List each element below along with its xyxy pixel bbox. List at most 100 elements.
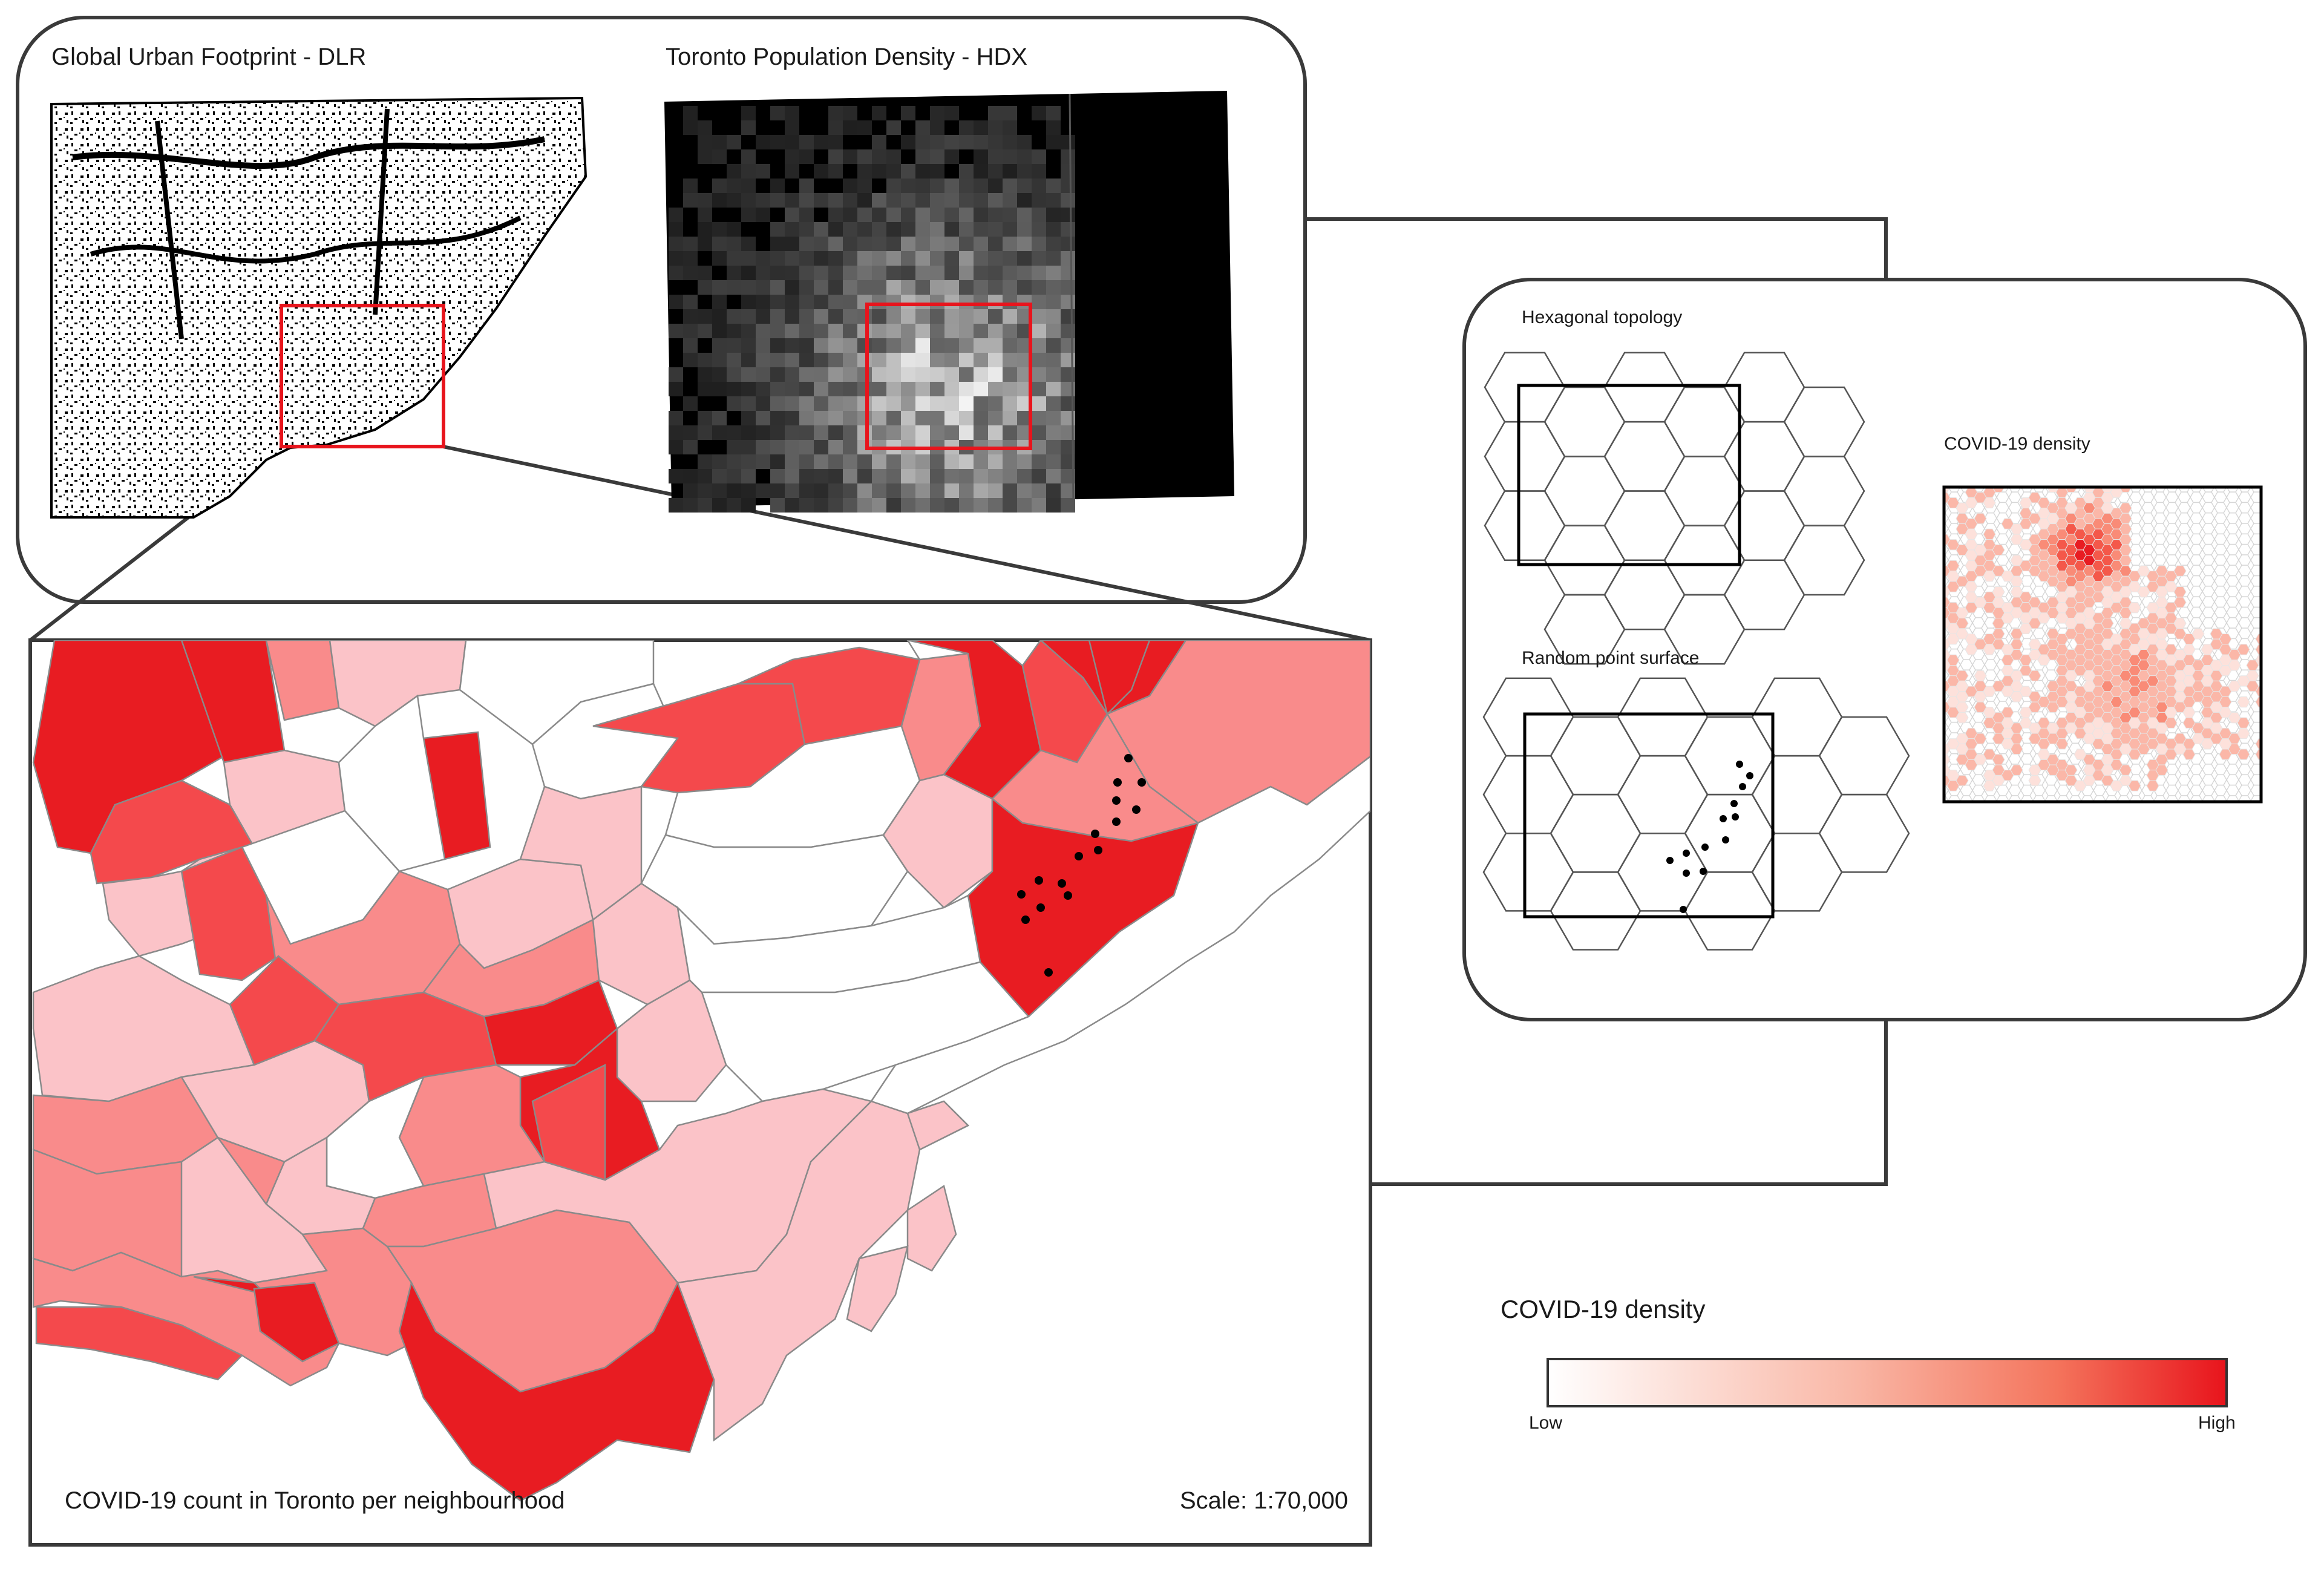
density-cell <box>1046 454 1061 469</box>
density-cell <box>901 106 915 120</box>
density-cell <box>1032 338 1046 353</box>
density-cell <box>944 498 959 513</box>
density-cell <box>756 425 770 440</box>
density-cell <box>930 164 944 179</box>
density-cell <box>886 498 901 513</box>
density-cell <box>785 208 799 222</box>
density-cell <box>770 237 785 251</box>
density-cell <box>959 469 974 483</box>
density-cell <box>785 309 799 324</box>
density-cell <box>698 280 712 295</box>
density-cell <box>1032 295 1046 309</box>
density-cell <box>901 179 915 193</box>
density-cell <box>857 120 872 135</box>
density-cell <box>857 266 872 280</box>
hex-density-cell <box>1956 701 1969 713</box>
density-cell <box>828 106 843 120</box>
density-cell <box>857 280 872 295</box>
density-cell <box>930 135 944 149</box>
density-cell <box>974 483 988 498</box>
density-cell <box>901 483 915 498</box>
hex-density-cell <box>1983 497 1996 509</box>
density-cell <box>974 454 988 469</box>
density-cell <box>741 469 756 483</box>
density-cell <box>669 208 683 222</box>
density-cell <box>741 149 756 164</box>
density-cell <box>959 411 974 425</box>
density-cell <box>727 280 741 295</box>
density-cell <box>1003 396 1017 411</box>
density-cell <box>872 149 886 164</box>
density-cell <box>1046 106 1061 120</box>
density-cell <box>886 338 901 353</box>
density-cell <box>843 440 857 454</box>
density-cell <box>974 367 988 382</box>
density-cell <box>915 251 930 266</box>
density-cell <box>886 353 901 367</box>
density-cell <box>756 164 770 179</box>
density-cell <box>727 179 741 193</box>
density-cell <box>741 396 756 411</box>
density-cell <box>799 353 814 367</box>
density-cell <box>843 469 857 483</box>
density-cell <box>712 483 727 498</box>
density-cell <box>712 222 727 237</box>
density-cell <box>698 382 712 396</box>
hex-density-cell <box>2237 644 2250 655</box>
density-cell <box>901 295 915 309</box>
density-cell <box>843 208 857 222</box>
density-cell <box>683 193 698 208</box>
density-cell <box>1017 469 1032 483</box>
density-cell <box>785 353 799 367</box>
density-cell <box>698 120 712 135</box>
density-cell <box>1003 164 1017 179</box>
density-cell <box>974 338 988 353</box>
hex-density-cell <box>2155 764 2169 776</box>
density-cell <box>799 251 814 266</box>
population-density-map <box>664 91 1234 513</box>
density-cell <box>959 396 974 411</box>
density-cell <box>886 193 901 208</box>
density-cell <box>814 425 828 440</box>
hex-density-cell <box>2237 717 2250 729</box>
density-cell <box>770 469 785 483</box>
hex-density-cell <box>1992 544 2005 556</box>
density-cell <box>915 498 930 513</box>
density-cell <box>1003 237 1017 251</box>
density-cell <box>828 222 843 237</box>
density-cell <box>1046 483 1061 498</box>
density-cell <box>1046 193 1061 208</box>
density-cell <box>843 266 857 280</box>
density-cell <box>669 251 683 266</box>
hex-density-cell <box>2119 523 2132 535</box>
density-cell <box>683 483 698 498</box>
density-cell <box>785 251 799 266</box>
density-cell <box>944 222 959 237</box>
density-cell <box>988 251 1003 266</box>
density-cell <box>698 324 712 338</box>
density-cell <box>843 324 857 338</box>
density-cell <box>741 266 756 280</box>
density-cell <box>683 251 698 266</box>
density-cell <box>915 454 930 469</box>
density-cell <box>1046 222 1061 237</box>
density-cell <box>974 498 988 513</box>
density-cell <box>843 193 857 208</box>
hex-density-cell <box>2001 707 2014 718</box>
density-cell <box>930 295 944 309</box>
density-cell <box>959 382 974 396</box>
density-cell <box>915 411 930 425</box>
density-cell <box>901 367 915 382</box>
density-cell <box>727 498 741 513</box>
density-cell <box>872 338 886 353</box>
density-cell <box>1003 266 1017 280</box>
density-cell <box>712 382 727 396</box>
top-panel-frame <box>16 16 1307 604</box>
density-cell <box>944 149 959 164</box>
density-cell <box>886 120 901 135</box>
density-cell <box>1061 164 1075 179</box>
density-cell <box>1046 353 1061 367</box>
density-cell <box>727 425 741 440</box>
density-cell <box>959 353 974 367</box>
hex-density-cell <box>1946 654 1960 666</box>
